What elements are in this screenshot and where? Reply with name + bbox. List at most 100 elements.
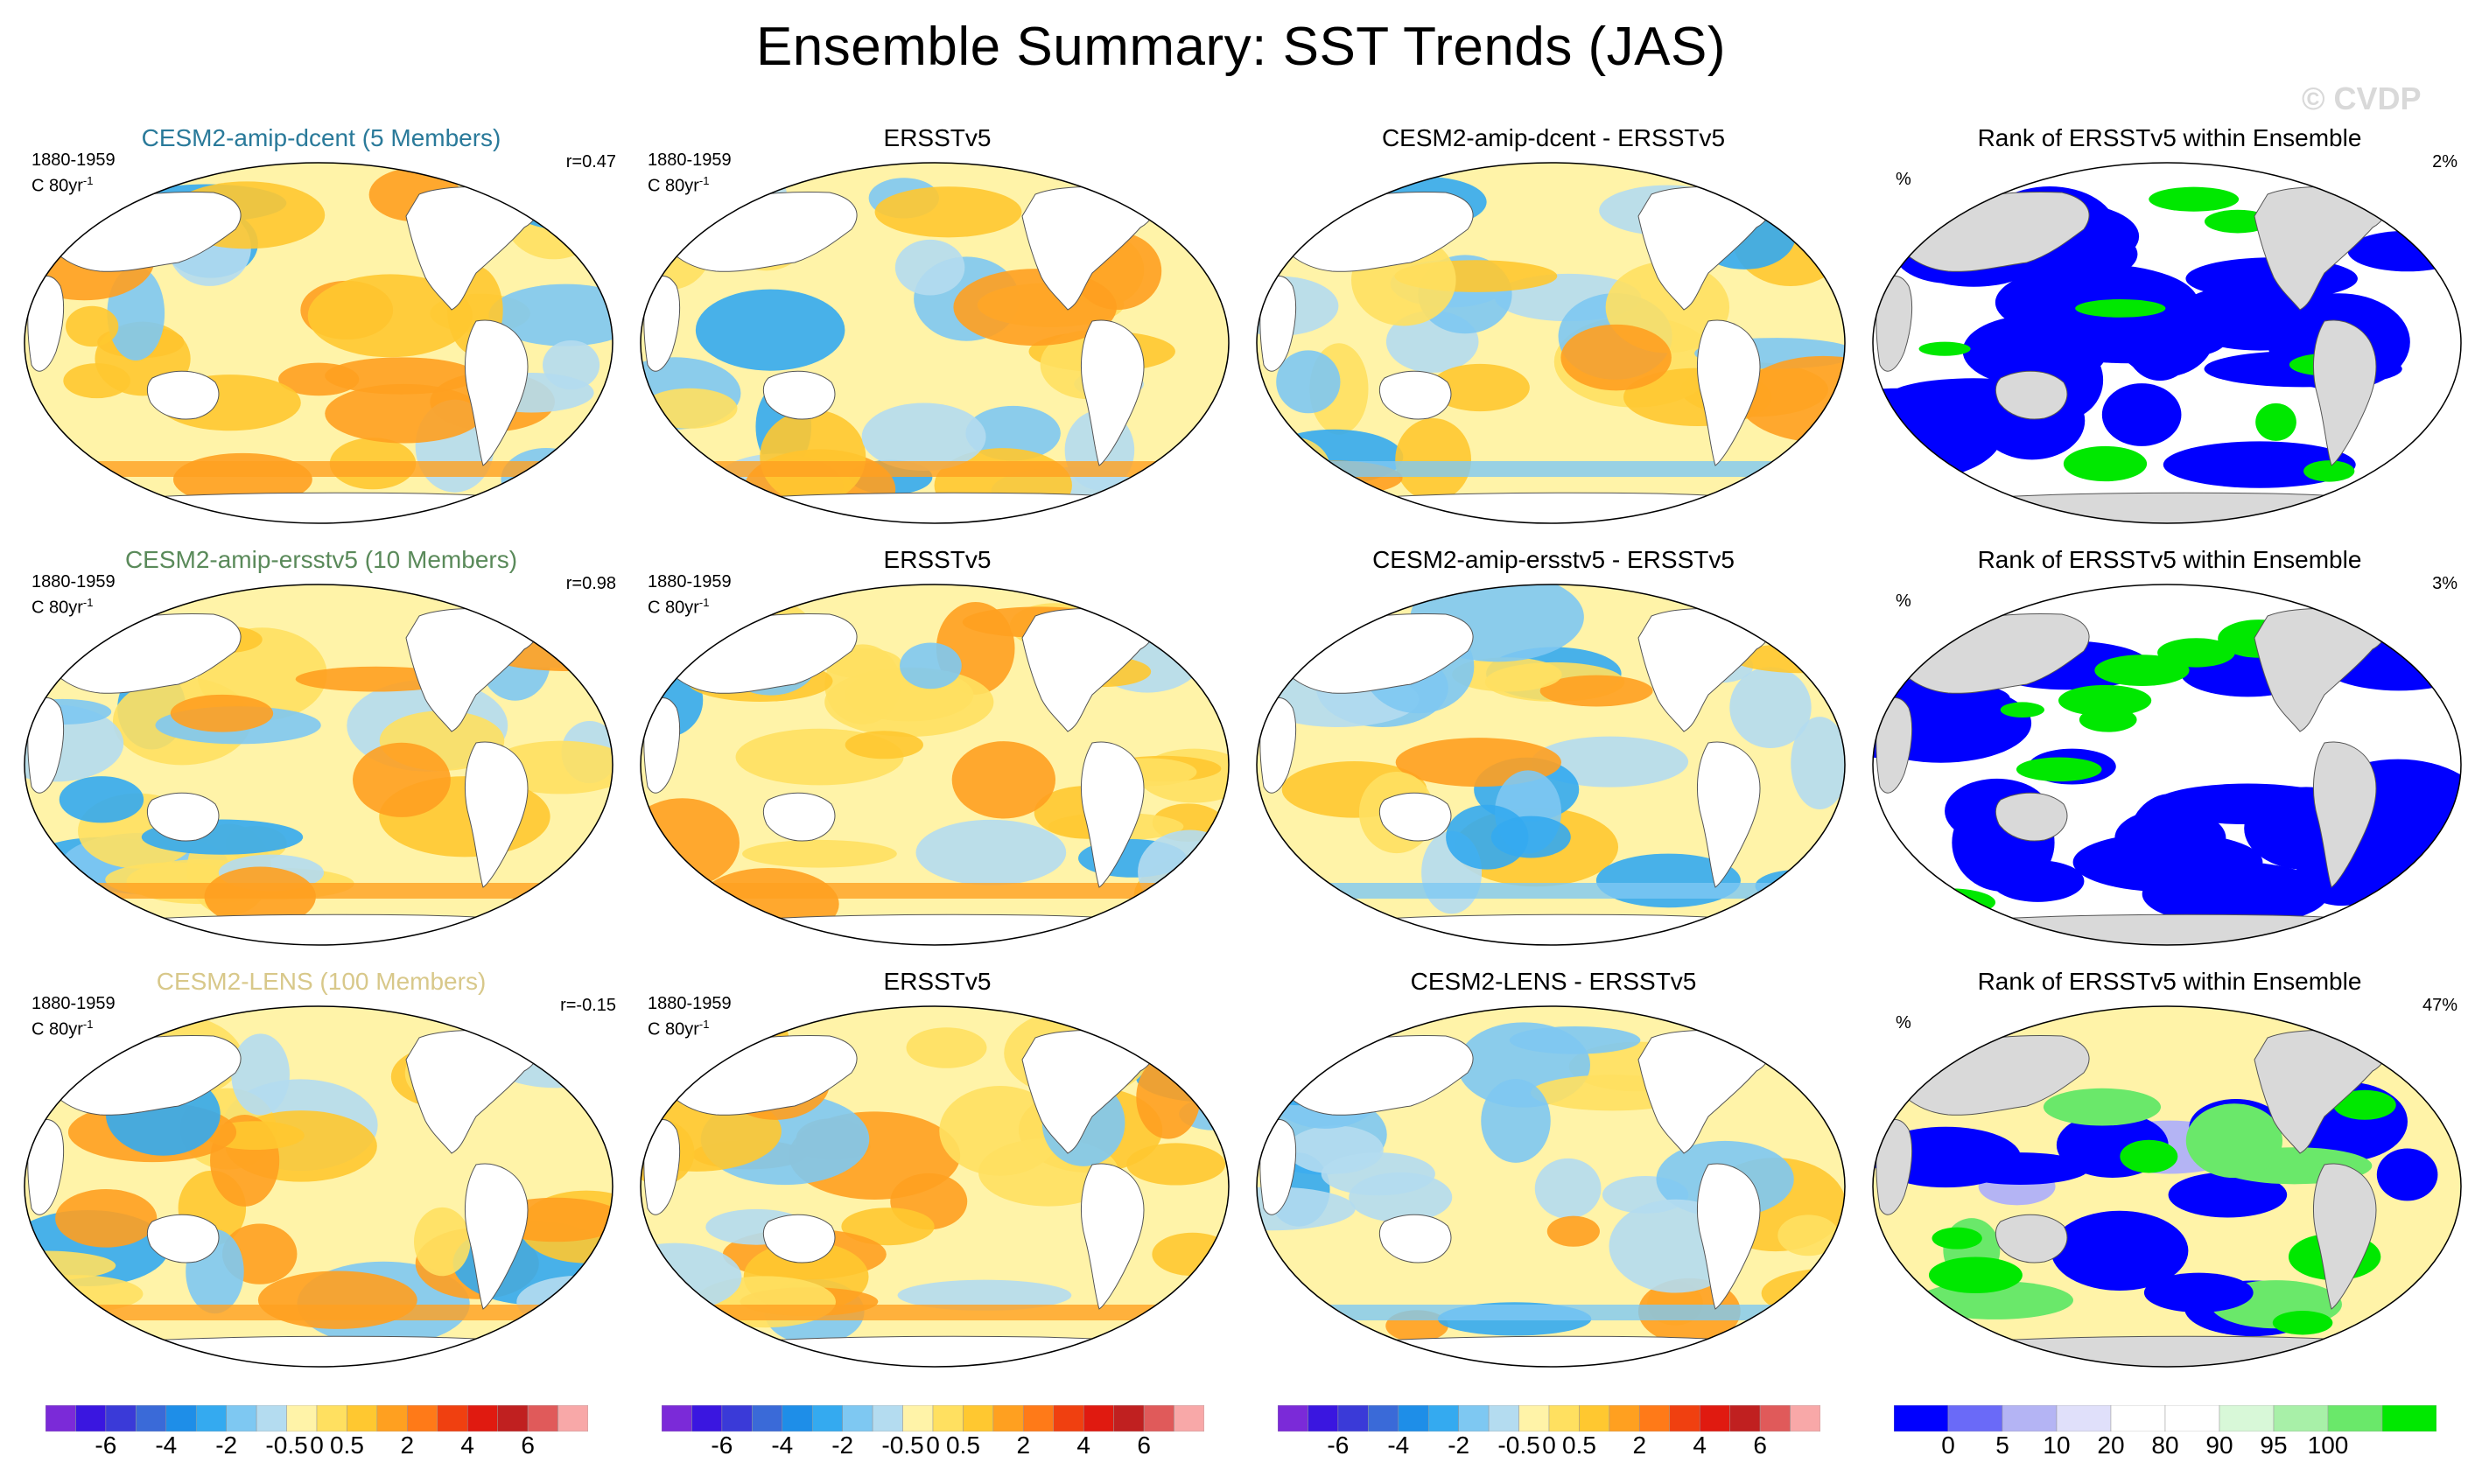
sst-anomaly-blob — [1481, 1079, 1551, 1163]
colorbar-tick-label: 95 — [2260, 1432, 2288, 1459]
diff-title: CESM2-amip-dcent - ERSSTv5 — [1381, 124, 1726, 151]
obs-map — [640, 162, 1230, 524]
trend-colorbar-2: -6 -4 -2 -0.5 0 0.5 2 4 6 — [662, 1405, 1204, 1484]
colorbar-tick-label: 0 — [926, 1432, 940, 1459]
land-mass — [99, 492, 565, 523]
rank-percent: 47% — [2422, 996, 2457, 1015]
sst-anomaly-blob — [915, 819, 1067, 886]
colorbar-tick-label: 0 — [1542, 1432, 1556, 1459]
colorbar-swatch — [497, 1405, 529, 1432]
unit-label: C 80yr-1 — [32, 592, 116, 619]
sst-anomaly-blob — [845, 731, 923, 760]
unit-exponent: -1 — [82, 174, 94, 187]
southern-ocean-band — [25, 883, 613, 899]
rank-high-region — [2063, 445, 2148, 482]
rank-region — [2143, 1272, 2254, 1312]
rank-high-region — [2120, 1139, 2178, 1173]
map-outline — [640, 584, 1230, 946]
map-outline — [1256, 1005, 1846, 1368]
land-mass — [529, 1025, 571, 1057]
rank-title: Rank of ERSSTv5 within Ensemble — [1977, 968, 2362, 995]
unit-exponent: -1 — [698, 1018, 710, 1031]
colorbar-tick-label: -2 — [831, 1432, 854, 1459]
sst-anomaly-blob — [307, 274, 473, 358]
map-outline — [24, 584, 613, 946]
colorbar-swatch — [963, 1405, 994, 1432]
colorbar-swatch — [1427, 1405, 1459, 1432]
sst-anomaly-blob — [1534, 1158, 1602, 1219]
colorbar-swatch — [2381, 1405, 2436, 1432]
sst-anomaly-blob — [325, 383, 484, 444]
southern-ocean-band — [1257, 883, 1845, 899]
rank-unit: % — [1896, 592, 1911, 611]
rank-region — [2051, 1210, 2189, 1291]
colorbar-swatch — [226, 1405, 257, 1432]
southern-ocean-band — [25, 461, 613, 477]
sst-anomaly-blob — [894, 239, 965, 296]
period-label: 1880-1959 — [32, 150, 116, 170]
colorbar-tick-label: 2 — [400, 1432, 415, 1459]
colorbar-tick-label: 2 — [1016, 1432, 1031, 1459]
rank-region — [2168, 1172, 2288, 1218]
rank-high-region — [2000, 702, 2044, 718]
land-mass — [762, 792, 836, 842]
sst-anomaly-blob — [742, 839, 897, 868]
model-meta: 1880-1959 C 80yr-1 — [32, 150, 116, 197]
land-mass — [99, 914, 565, 945]
colorbar-tick-label: 5 — [1995, 1432, 2009, 1459]
land-mass — [146, 792, 220, 842]
unit-text: C 80yr — [648, 1019, 699, 1040]
colorbar-tick-label: 4 — [460, 1432, 475, 1459]
rank-high-region — [2303, 460, 2355, 482]
land-mass — [715, 914, 1181, 945]
land-mass — [1331, 914, 1798, 945]
colorbar-tick-label: -0.5 — [881, 1432, 924, 1459]
sst-anomaly-blob — [841, 1208, 935, 1246]
colorbar-swatch — [902, 1405, 934, 1432]
colorbar-swatch — [46, 1405, 76, 1432]
panel-model-row2: CESM2-amip-ersstv5 (10 Members) 1880-1959… — [12, 546, 630, 966]
colorbar-swatch — [1174, 1405, 1204, 1432]
rank-unit: % — [1896, 170, 1911, 189]
rank-high-region — [2255, 402, 2296, 441]
colorbar-tick-label: -6 — [711, 1432, 733, 1459]
obs-title: ERSSTv5 — [883, 546, 992, 573]
colorbar-swatches — [662, 1405, 1204, 1432]
land-mass — [1145, 1025, 1188, 1057]
sst-anomaly-blob — [1539, 675, 1653, 707]
land-mass — [99, 1335, 565, 1367]
sst-anomaly-blob — [1321, 1152, 1435, 1196]
colorbar-swatch — [782, 1405, 813, 1432]
sst-anomaly-blob — [695, 289, 845, 371]
land-mass — [1331, 492, 1798, 523]
colorbar-swatch — [1337, 1405, 1369, 1432]
sst-anomaly-blob — [1560, 324, 1672, 391]
colorbar-swatch — [2273, 1405, 2329, 1432]
sst-anomaly-blob — [413, 1207, 471, 1277]
sst-anomaly-blob — [1446, 804, 1529, 870]
colorbar-tick-label: 0.5 — [945, 1432, 980, 1459]
land-mass — [1378, 792, 1452, 842]
obs-map — [640, 1005, 1230, 1368]
colorbar-tick-label: 0 — [310, 1432, 324, 1459]
model-meta: 1880-1959 C 80yr-1 — [32, 994, 116, 1040]
colorbar-swatch — [376, 1405, 408, 1432]
map-outline — [640, 1005, 1230, 1368]
land-mass — [529, 603, 571, 635]
land-mass — [1080, 1163, 1145, 1310]
colorbar-swatch — [932, 1405, 964, 1432]
land-mass — [27, 276, 65, 372]
diff-title: CESM2-amip-ersstv5 - ERSSTv5 — [1372, 546, 1735, 573]
rank-high-region — [2016, 757, 2102, 782]
rank-high-region — [1918, 341, 1971, 356]
land-mass — [2312, 1163, 2377, 1310]
colorbar-swatch — [1759, 1405, 1791, 1432]
colorbar-swatch — [2002, 1405, 2058, 1432]
land-mass — [1145, 603, 1188, 635]
colorbar-swatch — [811, 1405, 843, 1432]
land-mass — [1331, 1335, 1798, 1367]
land-mass — [464, 1163, 529, 1310]
land-mass — [2312, 319, 2377, 466]
colorbar-tick-label: -4 — [155, 1432, 178, 1459]
sst-anomaly-blob — [63, 363, 130, 399]
